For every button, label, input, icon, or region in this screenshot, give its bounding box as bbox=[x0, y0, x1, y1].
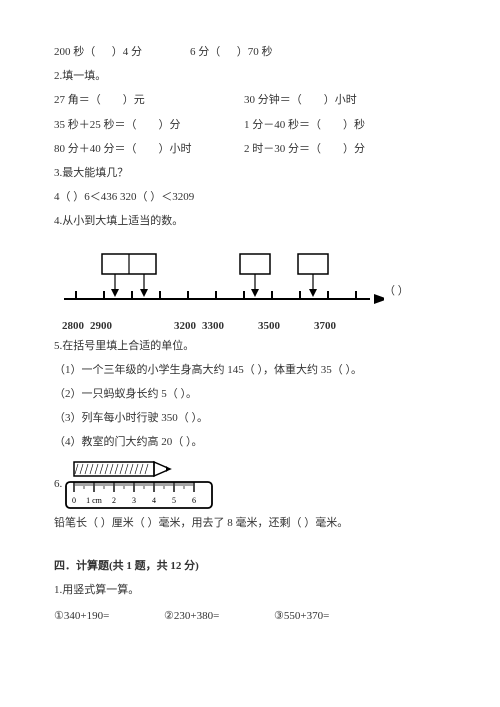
q5-i1: （1）一个三年级的小学生身高大约 145（ ），体重大约 35（ ）。 bbox=[54, 358, 446, 382]
q6-text: 铅笔长（ ）厘米（ ）毫米，用去了 8 毫米，还剩（ ）毫米。 bbox=[54, 511, 446, 535]
q2-r2a: 35 秒＋25 秒＝（ ）分 bbox=[54, 113, 244, 137]
q2-title: 2.填一填。 bbox=[54, 64, 446, 88]
q2-r2b: 1 分－40 秒＝（ ）秒 bbox=[244, 113, 365, 137]
svg-text:6: 6 bbox=[192, 496, 196, 505]
calc1: ①340+190= bbox=[54, 604, 164, 628]
svg-text:3: 3 bbox=[132, 496, 136, 505]
q5-i4: （4）教室的门大约高 20（ ）。 bbox=[54, 430, 446, 454]
time-b: 6 分（ ）70 秒 bbox=[190, 40, 273, 64]
q5-i2: （2）一只蚂蚁身长约 5（ ）。 bbox=[54, 382, 446, 406]
time-a: 200 秒（ ）4 分 bbox=[54, 40, 142, 64]
ruler-svg: 0 1 cm 2 3 4 5 6 bbox=[64, 456, 214, 511]
q2-r1a: 27 角＝（ ）元 bbox=[54, 88, 244, 112]
q2-r3a: 80 分＋40 分＝（ ）小时 bbox=[54, 137, 244, 161]
q5-i3: （3）列车每小时行驶 350（ ）。 bbox=[54, 406, 446, 430]
q2-row3: 80 分＋40 分＝（ ）小时 2 时－30 分＝（ ）分 bbox=[54, 137, 446, 161]
numline-svg bbox=[54, 244, 384, 314]
numline-label: 2800 bbox=[62, 314, 84, 338]
q2-row2: 35 秒＋25 秒＝（ ）分 1 分－40 秒＝（ ）秒 bbox=[54, 113, 446, 137]
numline-label: 2900 bbox=[90, 314, 112, 338]
svg-text:5: 5 bbox=[172, 496, 176, 505]
q2-row1: 27 角＝（ ）元 30 分钟＝（ ）小时 bbox=[54, 88, 446, 112]
q6-num: 6. bbox=[54, 472, 62, 496]
numline-label: 3300 bbox=[202, 314, 224, 338]
calc3: ③550+370= bbox=[274, 604, 329, 628]
q4-paren: （ ） bbox=[384, 279, 409, 303]
q2-r1b: 30 分钟＝（ ）小时 bbox=[244, 88, 357, 112]
section4-sub: 1.用竖式算一算。 bbox=[54, 578, 446, 602]
numline-label: 3200 bbox=[174, 314, 196, 338]
q2-r3b: 2 时－30 分＝（ ）分 bbox=[244, 137, 365, 161]
q4-title: 4.从小到大填上适当的数。 bbox=[54, 209, 446, 233]
calc2: ②230+380= bbox=[164, 604, 274, 628]
svg-text:4: 4 bbox=[152, 496, 156, 505]
numline-container: （ ） 280029003200330035003700 bbox=[54, 244, 446, 330]
svg-text:1 cm: 1 cm bbox=[86, 496, 103, 505]
q3-title: 3.最大能填几？ bbox=[54, 161, 446, 185]
svg-text:2: 2 bbox=[112, 496, 116, 505]
section4-title: 四．计算题(共 1 题，共 12 分) bbox=[54, 554, 446, 578]
numline-label: 3700 bbox=[314, 314, 336, 338]
svg-text:0: 0 bbox=[72, 496, 76, 505]
time-compare-row: 200 秒（ ）4 分 6 分（ ）70 秒 bbox=[54, 40, 446, 64]
calc-row: ①340+190= ②230+380= ③550+370= bbox=[54, 604, 446, 628]
numline-label: 3500 bbox=[258, 314, 280, 338]
q5-title: 5.在括号里填上合适的单位。 bbox=[54, 334, 446, 358]
q3-line: 4（ ）6＜436 320（ ）＜3209 bbox=[54, 185, 446, 209]
numline-labels: 280029003200330035003700 bbox=[54, 314, 446, 330]
q6-container: 6. 0 1 cm 2 3 4 5 6 bbox=[54, 456, 446, 511]
